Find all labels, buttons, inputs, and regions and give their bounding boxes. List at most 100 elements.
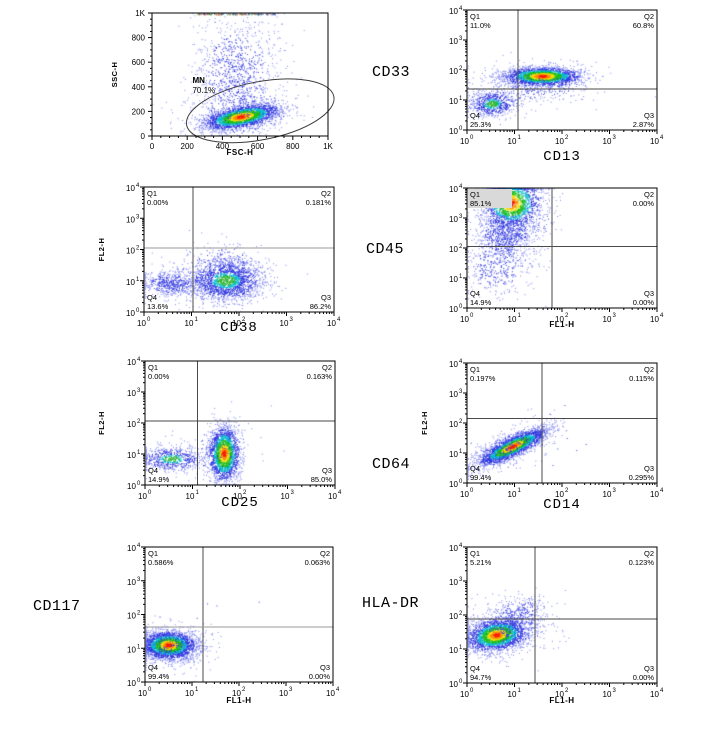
y-tick-label: 10 xyxy=(449,420,458,429)
x-tick-exponent: 1 xyxy=(195,317,199,323)
gate-name: MN xyxy=(192,76,205,85)
quadrant-percent-q4: 94.7% xyxy=(470,673,492,682)
y-tick-exponent: 1 xyxy=(459,645,463,651)
quadrant-percent-q4: 14.9% xyxy=(470,298,492,307)
y-tick-label: 10 xyxy=(127,544,136,553)
y-tick-label: 10 xyxy=(449,97,458,106)
x-tick-exponent: 0 xyxy=(470,313,474,319)
quadrant-percent-q3: 86.2% xyxy=(310,302,332,311)
y-tick-exponent: 0 xyxy=(137,678,141,684)
plot-frame xyxy=(143,186,335,313)
y-tick-exponent: 2 xyxy=(459,66,463,72)
x-tick-label: 10 xyxy=(555,690,564,699)
plot-frame xyxy=(151,12,329,137)
y-tick-label: 10 xyxy=(449,215,458,224)
y-tick-exponent: 0 xyxy=(459,679,463,685)
q1-highlight-box xyxy=(468,189,512,208)
flow-plot-cd25: 10 0 10 0 10 1 10 1 10 2 10 2 10 3 10 3 10 4 10 4 Q1 0.00% Q2 0… xyxy=(95,352,347,514)
x-tick-label: 10 xyxy=(327,319,336,328)
quadrant-label-q2: Q2 xyxy=(644,365,654,374)
y-tick-exponent: 1 xyxy=(137,644,141,650)
quadrant-label-q1: Q1 xyxy=(148,363,158,372)
y-tick-label: 400 xyxy=(132,83,146,92)
y-tick-label: 10 xyxy=(449,305,458,314)
flow-plot-cd45-fl1: 10 0 10 0 10 1 10 1 10 2 10 2 10 3 10 3 10 4 10 4 Q1 85.1% Q2 0… xyxy=(420,178,682,334)
quadrant-percent-q3: 2.87% xyxy=(633,120,655,129)
y-axis-label: FL2-H xyxy=(97,411,106,435)
y-tick-label: 600 xyxy=(132,58,146,67)
y-tick-exponent: 4 xyxy=(459,184,463,190)
flow-plot-cd117-fl1: 10 0 10 0 10 1 10 1 10 2 10 2 10 3 10 3 10 4 10 4 Q1 0.586% Q2… xyxy=(95,538,347,710)
x-tick-label: 0 xyxy=(150,142,155,151)
y-tick-label: 10 xyxy=(126,247,135,256)
quadrant-percent-q1: 0.586% xyxy=(148,558,174,567)
y-tick-exponent: 3 xyxy=(136,214,140,220)
quadrant-label-q3: Q3 xyxy=(644,464,654,473)
plot-axes-cd45-fl1: 10 010 010 110 110 210 210 310 310 410 4Q185.1%Q20… xyxy=(449,184,664,329)
y-tick-label: 10 xyxy=(127,482,136,491)
y-tick-exponent: 4 xyxy=(136,183,140,189)
y-tick-label: 10 xyxy=(449,37,458,46)
x-tick-label: 10 xyxy=(185,689,194,698)
x-tick-label: 10 xyxy=(650,315,659,324)
x-tick-label: 10 xyxy=(508,315,517,324)
y-tick-exponent: 3 xyxy=(459,214,463,220)
quadrant-label-q3: Q3 xyxy=(644,111,654,120)
y-axis-label: FL2-H xyxy=(97,238,106,262)
flow-plot-cd64-cd14: 10 0 10 0 10 1 10 1 10 2 10 2 10 3 10 3 10 4 10 4 Q1 0.197% Q2… xyxy=(420,352,682,512)
y-tick-exponent: 4 xyxy=(137,543,141,549)
scatter-points-canvas xyxy=(467,10,657,130)
x-tick-label: 10 xyxy=(555,490,564,499)
y-tick-exponent: 2 xyxy=(137,611,141,617)
x-tick-exponent: 3 xyxy=(291,490,295,496)
y-tick-label: 10 xyxy=(126,278,135,287)
flow-plot-cd33-cd13: 10 0 10 0 10 1 10 1 10 2 10 2 10 3 10 3 10 4 10 4 Q1 11.0% Q2 6… xyxy=(420,0,682,168)
x-tick-label: 400 xyxy=(216,142,230,151)
x-tick-exponent: 2 xyxy=(565,688,569,694)
y-tick-exponent: 0 xyxy=(459,304,463,310)
quadrant-label-q1: Q1 xyxy=(470,190,480,199)
flow-plot-hladr-fl1: 10 0 10 0 10 1 10 1 10 2 10 2 10 3 10 3 10 4 10 4 Q1 5.21% Q2 0… xyxy=(420,538,682,710)
plot-axes-cd38: 10 010 010 110 110 210 210 310 310 410 4Q10.00%Q20… xyxy=(97,183,341,336)
y-axis-label: SSC-H xyxy=(110,62,119,88)
flow-plot-fsc-ssc: 0 200 400 600 800 1K 0 200 400 600 800 1K MN 70.1% FSC… xyxy=(100,0,352,168)
x-tick-label: 10 xyxy=(185,319,194,328)
quadrant-percent-q3: 85.0% xyxy=(311,475,333,484)
y-tick-exponent: 0 xyxy=(136,308,140,314)
x-tick-label: 800 xyxy=(286,142,300,151)
quadrant-percent-q2: 0.163% xyxy=(307,372,333,381)
quadrant-label-q4: Q4 xyxy=(470,464,480,473)
y-tick-exponent: 3 xyxy=(459,577,463,583)
y-tick-exponent: 3 xyxy=(137,388,141,394)
x-tick-label: 10 xyxy=(460,315,469,324)
x-axis-label: CD25 xyxy=(221,495,259,511)
x-tick-exponent: 0 xyxy=(147,317,151,323)
y-tick-label: 10 xyxy=(449,127,458,136)
y-tick-exponent: 2 xyxy=(459,611,463,617)
y-tick-exponent: 3 xyxy=(459,36,463,42)
x-tick-label: 10 xyxy=(555,137,564,146)
plot-axes-cd64-cd14: 10 010 010 110 110 210 210 310 310 410 4Q10.197%Q2… xyxy=(420,359,664,512)
x-tick-exponent: 2 xyxy=(243,490,247,496)
quadrant-percent-q3: 0.295% xyxy=(629,473,655,482)
quadrant-label-q3: Q3 xyxy=(644,289,654,298)
x-tick-exponent: 4 xyxy=(338,490,342,496)
plot-axes-cd117-fl1: 10 010 010 110 110 210 210 310 310 410 4Q10.586%Q2… xyxy=(127,543,340,705)
quadrant-label-q2: Q2 xyxy=(321,189,331,198)
x-tick-exponent: 1 xyxy=(196,490,200,496)
x-tick-exponent: 2 xyxy=(565,313,569,319)
x-tick-exponent: 1 xyxy=(518,135,522,141)
x-tick-exponent: 0 xyxy=(148,490,152,496)
y-tick-label: 10 xyxy=(127,612,136,621)
plot-frame xyxy=(466,187,658,309)
scatter-points-canvas xyxy=(145,361,335,485)
y-tick-exponent: 2 xyxy=(137,419,141,425)
x-tick-label: 10 xyxy=(232,689,241,698)
quadrant-percent-q2: 0.181% xyxy=(306,198,332,207)
quadrant-label-q4: Q4 xyxy=(470,289,480,298)
x-tick-label: 10 xyxy=(328,492,337,501)
quadrant-percent-q4: 13.6% xyxy=(147,302,169,311)
x-tick-exponent: 2 xyxy=(242,687,246,693)
